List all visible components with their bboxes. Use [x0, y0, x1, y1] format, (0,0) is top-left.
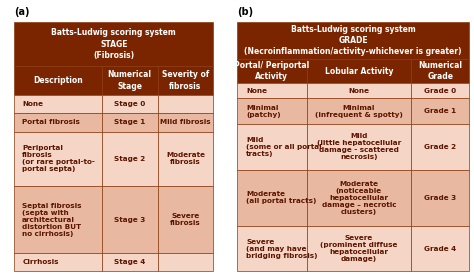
Text: (a): (a) [14, 7, 30, 17]
Text: Moderate
(all portal tracts): Moderate (all portal tracts) [246, 191, 317, 204]
Text: Grade 2: Grade 2 [424, 144, 456, 150]
Text: Grade 1: Grade 1 [424, 108, 456, 114]
Text: Stage 4: Stage 4 [114, 259, 146, 265]
Text: Grade 3: Grade 3 [424, 195, 456, 201]
Bar [102, 132, 157, 186]
Bar [157, 253, 213, 271]
Bar [14, 132, 102, 186]
Bar [307, 59, 411, 83]
Bar [411, 124, 469, 170]
Bar [307, 99, 411, 124]
Text: Septal fibrosis
(septa with
architectural
distortion BUT
no cirrhosis): Septal fibrosis (septa with architectura… [22, 203, 82, 237]
Bar [102, 66, 157, 95]
Text: Severe
(and may have
bridging fibrosis): Severe (and may have bridging fibrosis) [246, 238, 318, 258]
Bar [237, 226, 307, 271]
Text: Portal/ Periportal
Activity: Portal/ Periportal Activity [234, 61, 310, 81]
Text: Mild
(little hepatocellular
damage - scattered
necrosis): Mild (little hepatocellular damage - sca… [317, 133, 401, 160]
Bar [102, 95, 157, 113]
Bar [237, 170, 307, 226]
Text: Stage 1: Stage 1 [114, 119, 146, 125]
Text: (b): (b) [237, 7, 253, 17]
Bar [237, 22, 469, 59]
Text: Batts-Ludwig scoring system
STAGE
(Fibrosis): Batts-Ludwig scoring system STAGE (Fibro… [51, 29, 176, 60]
Text: Description: Description [33, 76, 83, 85]
Bar [14, 66, 102, 95]
Bar [157, 113, 213, 132]
Text: Lobular Activity: Lobular Activity [325, 66, 393, 76]
Text: Stage 0: Stage 0 [114, 101, 146, 107]
Bar [411, 170, 469, 226]
Bar [14, 253, 102, 271]
Text: Portal fibrosis: Portal fibrosis [22, 119, 80, 125]
Bar [411, 83, 469, 99]
Bar [237, 124, 307, 170]
Text: None: None [348, 88, 369, 94]
Text: Severe
(prominent diffuse
hepatocellular
damage): Severe (prominent diffuse hepatocellular… [320, 235, 398, 262]
Bar [157, 66, 213, 95]
Bar [102, 186, 157, 253]
Text: Stage 3: Stage 3 [114, 217, 146, 223]
Text: Mild fibrosis: Mild fibrosis [160, 119, 211, 125]
Bar [411, 99, 469, 124]
Text: Grade 0: Grade 0 [424, 88, 456, 94]
Text: Numerical
Stage: Numerical Stage [108, 70, 152, 91]
Text: Severity of
fibrosis: Severity of fibrosis [162, 70, 209, 91]
Text: Moderate
(noticeable
hepatocellular
damage – necrotic
clusters): Moderate (noticeable hepatocellular dama… [322, 181, 396, 215]
Text: Moderate
fibrosis: Moderate fibrosis [166, 152, 205, 165]
Text: Severe
fibrosis: Severe fibrosis [170, 213, 201, 226]
Bar [237, 99, 307, 124]
Text: Grade 4: Grade 4 [424, 246, 456, 252]
Bar [237, 59, 307, 83]
Bar [157, 95, 213, 113]
Bar [307, 226, 411, 271]
Bar [102, 253, 157, 271]
Bar [157, 132, 213, 186]
Bar [411, 226, 469, 271]
Bar [307, 124, 411, 170]
Bar [14, 95, 102, 113]
Text: Minimal
(patchy): Minimal (patchy) [246, 105, 281, 118]
Text: Numerical
Grade: Numerical Grade [418, 61, 462, 81]
Bar [14, 22, 213, 66]
Bar [411, 59, 469, 83]
Bar [14, 186, 102, 253]
Text: Periportal
fibrosis
(or rare portal-to-
portal septa): Periportal fibrosis (or rare portal-to- … [22, 145, 95, 173]
Text: Stage 2: Stage 2 [114, 156, 146, 162]
Bar [237, 83, 307, 99]
Text: None: None [22, 101, 43, 107]
Bar [14, 113, 102, 132]
Bar [102, 113, 157, 132]
Bar [157, 186, 213, 253]
Text: Cirrhosis: Cirrhosis [22, 259, 59, 265]
Text: Mild
(some or all portal
tracts): Mild (some or all portal tracts) [246, 137, 322, 157]
Text: Batts-Ludwig scoring system
GRADE
(Necroinflammation/activity-whichever is great: Batts-Ludwig scoring system GRADE (Necro… [245, 25, 462, 56]
Text: Minimal
(infrequent & spotty): Minimal (infrequent & spotty) [315, 105, 403, 118]
Bar [307, 170, 411, 226]
Text: None: None [246, 88, 267, 94]
Bar [307, 83, 411, 99]
